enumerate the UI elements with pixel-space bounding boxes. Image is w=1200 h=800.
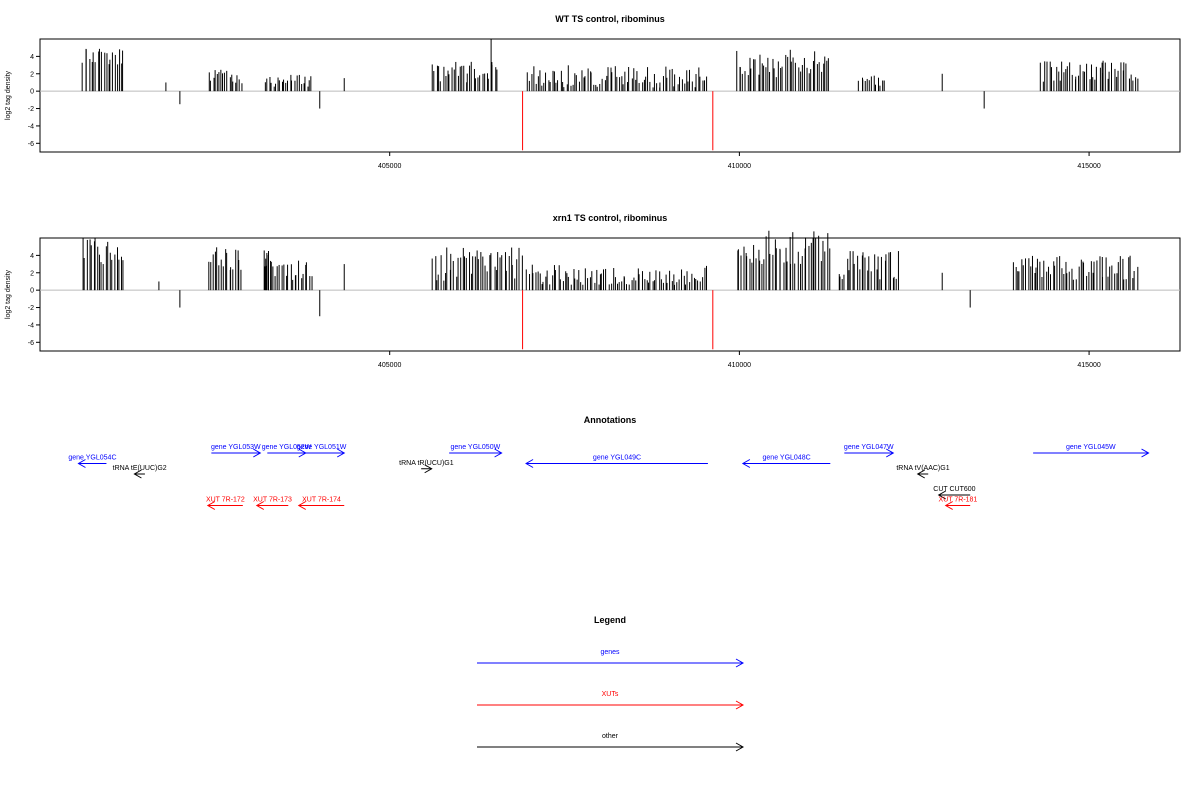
gene-label: gene YGL052W — [262, 444, 312, 451]
xut-label: XUT 7R-181 — [939, 497, 978, 504]
x-tick-label: 405000 — [378, 362, 401, 369]
other-label: tRNA tE(UUC)G2 — [113, 465, 167, 472]
other-label: tRNA tR(UCU)G1 — [399, 460, 454, 467]
other-arrow-head — [916, 469, 925, 479]
xut-label: XUT 7R-172 — [206, 497, 245, 504]
chart-title: xrn1 TS control, ribominus — [553, 213, 668, 223]
gene-arrow-head — [1141, 448, 1150, 458]
xut-arrow-head — [255, 501, 265, 510]
gene-arrow-head — [741, 459, 751, 468]
x-tick-label: 410000 — [728, 163, 751, 170]
x-tick-label: 415000 — [1077, 163, 1100, 170]
xut-arrow-head — [944, 501, 953, 510]
gene-label: gene YGL048C — [763, 455, 811, 462]
wt-track-panel: WT TS control, ribominus log2 tag density… — [5, 14, 1181, 170]
gene-label: gene YGL049C — [593, 455, 641, 462]
y-axis-label: log2 tag density — [5, 70, 12, 120]
y-axis-label: log2 tag density — [5, 269, 12, 319]
annotation-title: Annotations — [584, 415, 637, 425]
y-tick-label: 0 — [30, 89, 34, 96]
y-tick-label: -6 — [28, 141, 34, 148]
gene-arrow-head — [494, 448, 503, 458]
gene-arrow-head — [886, 448, 895, 458]
y-tick-label: 4 — [30, 54, 34, 61]
legend-label-XUTs: XUTs — [602, 691, 619, 698]
legend-title: Legend — [594, 615, 626, 625]
y-tick-label: 0 — [30, 288, 34, 295]
plot-frame — [39, 237, 1181, 352]
gene-label: gene YGL053W — [211, 444, 261, 451]
xut-arrow-head — [297, 501, 307, 510]
other-label: tRNA tV(AAC)G1 — [896, 465, 949, 472]
x-tick-label: 405000 — [378, 163, 401, 170]
x-tick-label: 410000 — [728, 362, 751, 369]
gene-label: gene YGL050W — [451, 444, 501, 451]
xut-label: XUT 7R-173 — [253, 497, 292, 504]
gene-arrow-head — [253, 448, 262, 458]
legend-arrow-head — [735, 700, 745, 710]
y-tick-label: -2 — [28, 305, 34, 312]
y-tick-label: -6 — [28, 340, 34, 347]
gene-label: gene YGL045W — [1066, 444, 1116, 451]
y-tick-label: 2 — [30, 71, 34, 78]
y-tick-label: -4 — [28, 123, 34, 130]
other-label: CUT CUT600 — [933, 486, 975, 493]
y-tick-label: 2 — [30, 270, 34, 277]
y-tick-label: 4 — [30, 253, 34, 260]
gene-arrow-head — [525, 459, 534, 468]
xrn1-track-panel: xrn1 TS control, ribominus log2 tag densi… — [5, 213, 1181, 369]
y-tick-label: -4 — [28, 322, 34, 329]
other-arrow-head — [424, 464, 433, 474]
legend-label-other: other — [602, 733, 619, 740]
other-arrow-head — [133, 469, 142, 479]
gene-label: gene YGL054C — [68, 455, 116, 462]
legend-arrow-head — [735, 742, 745, 752]
y-tick-label: -2 — [28, 106, 34, 113]
chart-title: WT TS control, ribominus — [555, 14, 665, 24]
legend-panel: Legend genes XUTs other — [477, 615, 745, 752]
gene-arrow-head — [77, 459, 86, 468]
xut-arrow-head — [206, 501, 216, 510]
gene-label: gene YGL047W — [844, 444, 894, 451]
other-arrow-head — [937, 490, 946, 500]
gene-arrow-head — [336, 448, 346, 458]
legend-label-genes: genes — [600, 649, 620, 656]
x-tick-label: 415000 — [1077, 362, 1100, 369]
legend-arrow-head — [735, 658, 745, 668]
xut-label: XUT 7R-174 — [302, 497, 341, 504]
gene-label: gene YGL051W — [297, 444, 347, 451]
plot-frame — [39, 38, 1181, 153]
